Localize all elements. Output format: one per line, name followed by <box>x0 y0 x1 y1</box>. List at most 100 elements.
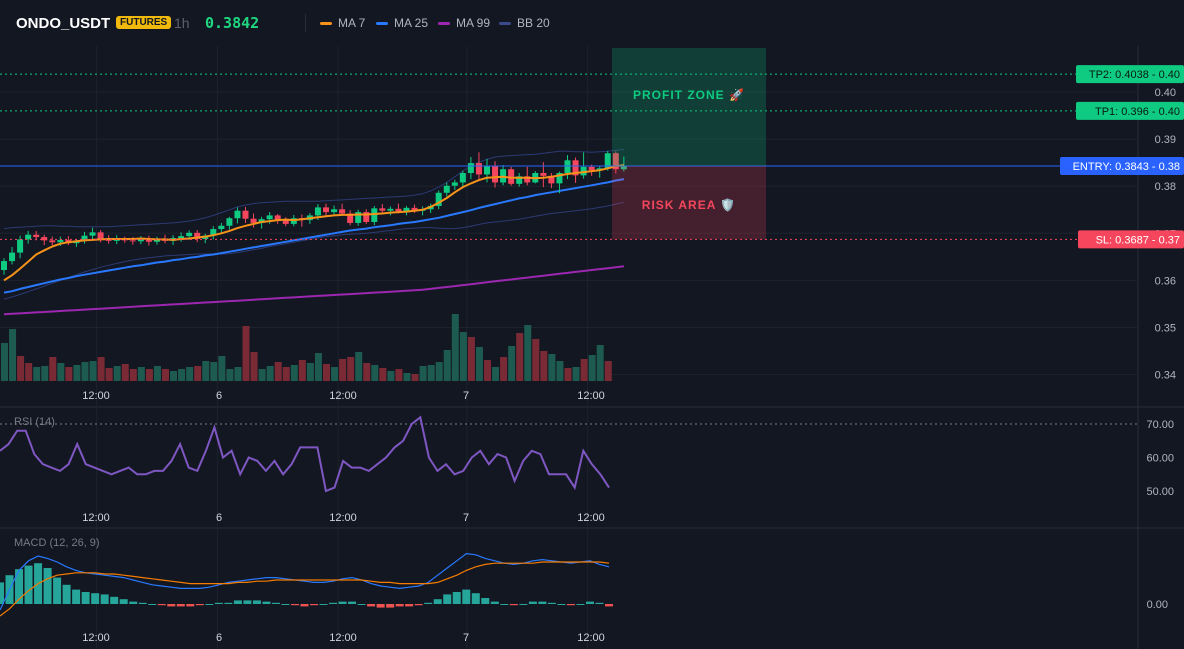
candle-body[interactable] <box>282 220 289 224</box>
macd-histogram-bar <box>386 604 395 608</box>
macd-histogram-bar <box>53 577 62 604</box>
candle-body[interactable] <box>347 213 354 223</box>
candle-body[interactable] <box>355 212 362 223</box>
tp2-tag[interactable]: TP2: 0.4038 - 0.40 <box>1076 65 1184 84</box>
candle-body[interactable] <box>9 252 16 262</box>
candle-body[interactable] <box>435 192 442 206</box>
volume-bar <box>218 356 226 381</box>
candle-body[interactable] <box>379 208 386 211</box>
candle-body[interactable] <box>395 208 402 212</box>
candle-body[interactable] <box>572 160 579 176</box>
volume-bar <box>17 356 25 381</box>
symbol-label[interactable]: ONDO_USDT <box>16 15 111 32</box>
candle-body[interactable] <box>234 210 241 219</box>
volume-bar <box>371 365 379 381</box>
legend-ma7[interactable]: MA 7 <box>320 16 365 30</box>
candle-body[interactable] <box>274 215 281 221</box>
candle-body[interactable] <box>524 176 531 183</box>
candle-body[interactable] <box>459 173 466 183</box>
candle-body[interactable] <box>81 235 88 241</box>
sl-tag[interactable]: SL: 0.3687 - 0.37 <box>1078 230 1184 249</box>
candle-body[interactable] <box>250 218 257 223</box>
volume-bar <box>298 360 306 381</box>
volume-bar <box>459 332 467 381</box>
candle-body[interactable] <box>387 208 394 211</box>
candle-body[interactable] <box>210 229 217 236</box>
candle-body[interactable] <box>588 166 595 171</box>
volume-bar <box>242 326 250 381</box>
volume-bar <box>202 361 210 381</box>
volume-bar <box>379 368 387 381</box>
candle-body[interactable] <box>331 209 338 213</box>
legend-ma99[interactable]: MA 99 <box>438 16 490 30</box>
candle-body[interactable] <box>49 240 56 243</box>
timeframe-selector[interactable]: 1h <box>174 15 190 31</box>
macd-histogram-bar <box>538 601 547 604</box>
candle-body[interactable] <box>339 209 346 214</box>
volume-bar <box>411 374 419 381</box>
macd-histogram-bar <box>262 601 271 604</box>
candle-body[interactable] <box>129 240 136 242</box>
futures-badge: FUTURES <box>116 16 172 29</box>
candle-body[interactable] <box>620 166 627 170</box>
candle-body[interactable] <box>475 163 482 175</box>
volume-bar <box>81 362 89 381</box>
macd-histogram-bar <box>319 604 328 605</box>
candle-body[interactable] <box>443 185 450 193</box>
candle-body[interactable] <box>266 215 273 220</box>
macd-histogram-bar <box>100 594 109 604</box>
candle-body[interactable] <box>17 239 24 253</box>
volume-bar <box>355 352 363 381</box>
candle-body[interactable] <box>186 232 193 237</box>
macd-histogram-bar <box>24 565 33 604</box>
entry-tag[interactable]: ENTRY: 0.3843 - 0.38 <box>1060 156 1184 175</box>
candle-body[interactable] <box>89 232 96 236</box>
candle-body[interactable] <box>33 234 40 238</box>
profit-zone[interactable] <box>612 48 766 166</box>
risk-area[interactable] <box>612 165 766 240</box>
candle-body[interactable] <box>242 210 249 219</box>
candle-body[interactable] <box>194 232 201 239</box>
candle-body[interactable] <box>1 261 7 271</box>
time-tick-label: 12:00 <box>329 390 357 402</box>
candle-body[interactable] <box>516 176 523 184</box>
candle-body[interactable] <box>226 218 233 226</box>
candle-body[interactable] <box>323 207 329 213</box>
candle-body[interactable] <box>492 166 499 183</box>
candle-body[interactable] <box>403 207 410 212</box>
candle-body[interactable] <box>564 160 571 174</box>
time-tick-label: 6 <box>216 390 222 402</box>
price-tick-label: 0.35 <box>1155 323 1176 335</box>
candle-body[interactable] <box>508 169 515 184</box>
candle-body[interactable] <box>178 236 185 239</box>
candle-body[interactable] <box>451 182 458 186</box>
candle-body[interactable] <box>363 212 370 222</box>
entry-tag-text: ENTRY: 0.3843 - 0.38 <box>1073 161 1180 173</box>
macd-histogram-bar <box>490 601 499 604</box>
candle-body[interactable] <box>604 153 611 169</box>
candle-body[interactable] <box>484 166 490 175</box>
candle-body[interactable] <box>411 207 418 211</box>
candle-body[interactable] <box>41 237 48 241</box>
legend-ma7-label: MA 7 <box>338 16 366 30</box>
time-tick-label: 12:00 <box>577 390 605 402</box>
macd-histogram-bar <box>119 599 128 604</box>
candle-body[interactable] <box>97 232 104 239</box>
candle-body[interactable] <box>314 207 321 216</box>
candle-body[interactable] <box>25 234 32 240</box>
ma7-swatch <box>320 21 332 25</box>
tp1-tag[interactable]: TP1: 0.396 - 0.40 <box>1076 101 1184 120</box>
candle-body[interactable] <box>145 238 152 242</box>
candle-body[interactable] <box>540 173 547 176</box>
candle-body[interactable] <box>57 239 64 243</box>
candle-body[interactable] <box>467 163 474 174</box>
candle-body[interactable] <box>371 208 378 222</box>
legend-ma25[interactable]: MA 25 <box>376 16 428 30</box>
macd-histogram-bar <box>271 602 280 604</box>
candle-body[interactable] <box>218 225 225 230</box>
candle-body[interactable] <box>556 173 563 184</box>
candle-body[interactable] <box>612 153 619 170</box>
candle-body[interactable] <box>548 175 555 184</box>
legend-bb20[interactable]: BB 20 <box>499 16 550 30</box>
